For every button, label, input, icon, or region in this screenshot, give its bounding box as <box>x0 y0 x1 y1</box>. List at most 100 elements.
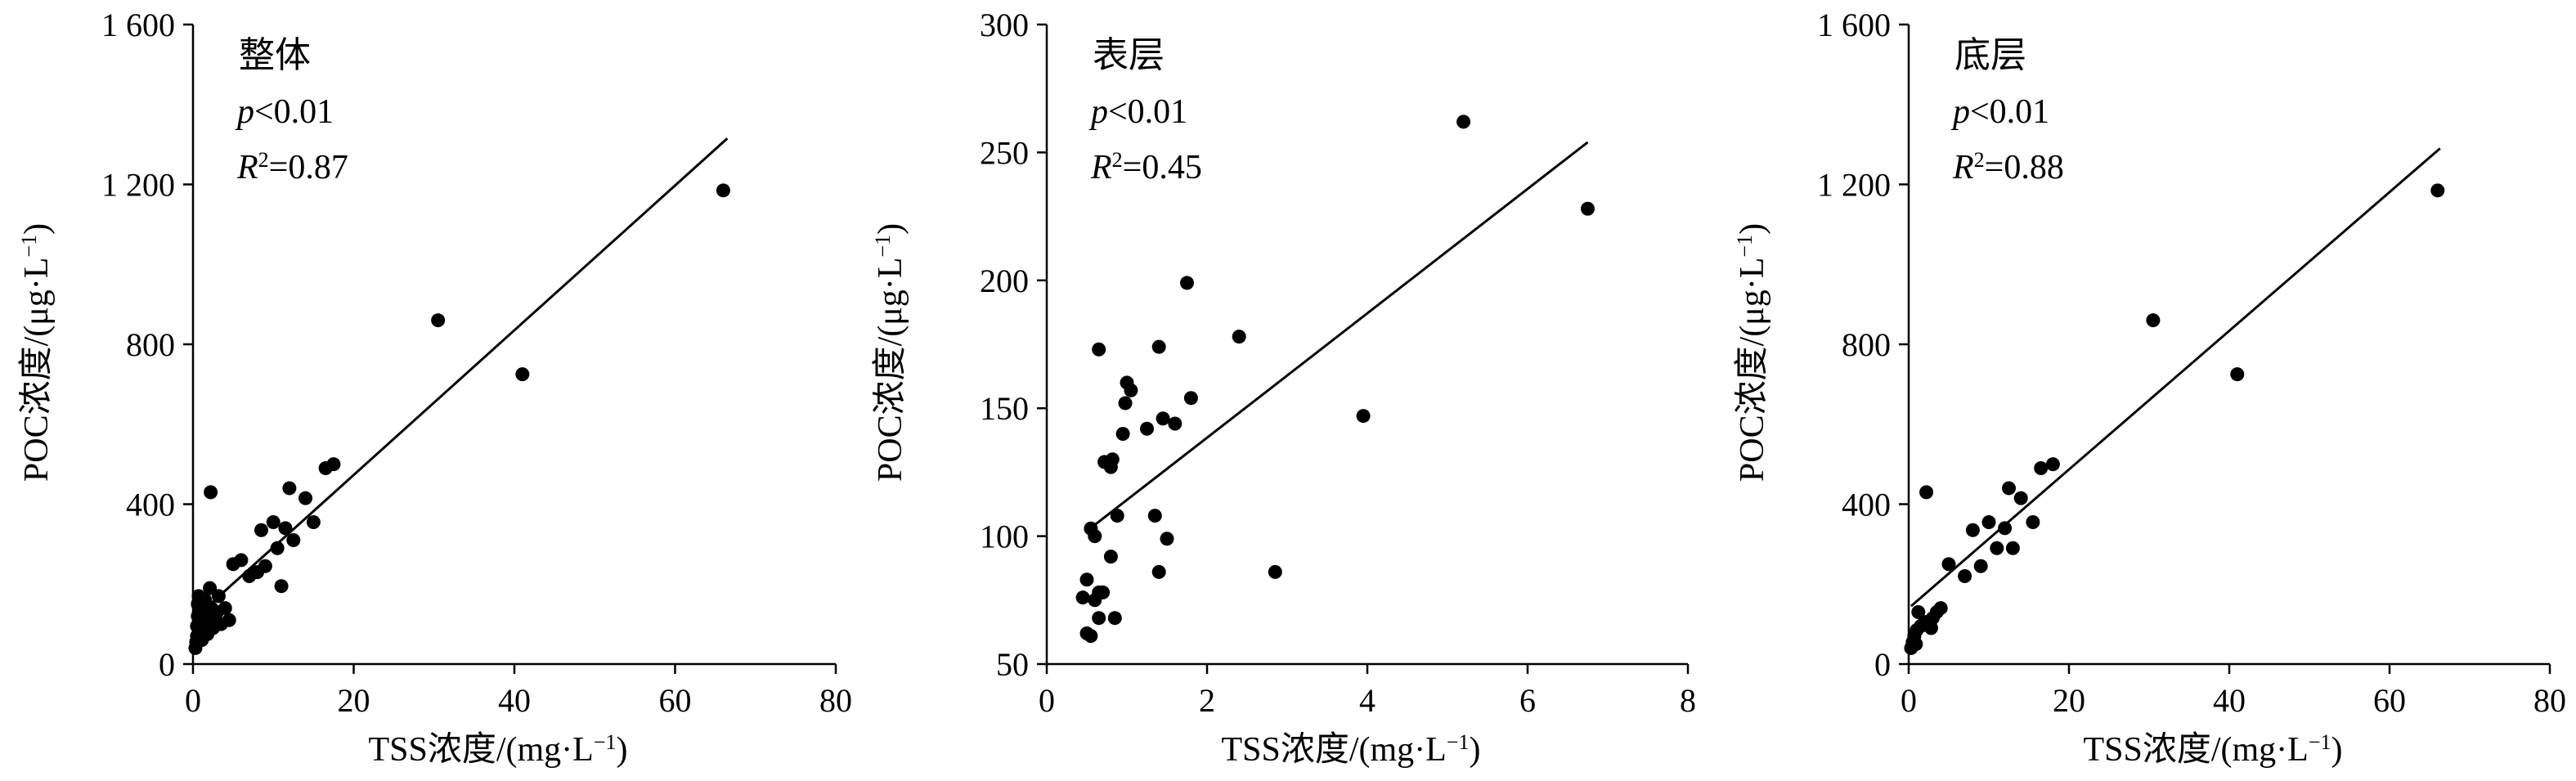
data-point <box>2045 457 2060 472</box>
data-point <box>1183 391 1198 406</box>
r-squared-text: R2=0.88 <box>1952 148 2064 187</box>
x-axis-title: TSS浓度/(mg·L−1) <box>1221 730 1480 770</box>
y-tick-label: 400 <box>126 487 175 523</box>
data-point <box>1105 452 1120 467</box>
p-value-text: p<0.01 <box>1088 93 1187 131</box>
data-point <box>2034 461 2049 476</box>
data-point <box>306 514 321 529</box>
y-axis-title-sup: −1 <box>17 235 41 258</box>
r-squared-text: R2=0.87 <box>236 148 348 187</box>
data-point <box>1998 521 2013 536</box>
data-point <box>2013 491 2028 505</box>
data-point <box>1933 601 1948 616</box>
y-tick-label: 800 <box>126 326 175 363</box>
data-point <box>254 523 269 537</box>
p-symbol: p <box>1950 93 1970 131</box>
r-superscript: 2 <box>1974 148 1985 172</box>
r-squared-value: =0.88 <box>1985 149 2064 186</box>
data-point <box>2146 313 2161 328</box>
data-point <box>278 521 293 536</box>
data-point <box>1110 509 1124 523</box>
y-tick-label: 1 600 <box>1817 7 1891 43</box>
x-tick-label: 8 <box>1680 682 1696 719</box>
data-point <box>218 601 232 616</box>
y-tick-label: 800 <box>1842 326 1891 363</box>
x-tick-label: 0 <box>1901 682 1917 719</box>
data-point <box>1103 550 1118 564</box>
data-point <box>326 457 341 472</box>
p-value: <0.01 <box>254 93 334 131</box>
x-tick-label: 20 <box>2053 682 2085 719</box>
y-axis-title: POC浓度/(μg·L−1) <box>1733 223 1772 482</box>
data-point <box>1456 114 1471 129</box>
x-tick-label: 60 <box>659 682 692 719</box>
x-axis-title-text: TSS浓度/(mg·L <box>368 731 593 769</box>
data-point <box>1115 426 1130 441</box>
y-tick-label: 200 <box>980 263 1029 299</box>
data-point <box>1151 339 1166 354</box>
data-point <box>716 183 730 198</box>
data-point <box>2005 541 2020 555</box>
regression-line <box>1086 141 1589 532</box>
x-axis-title-close: ) <box>1470 731 1481 769</box>
data-point <box>1268 564 1282 579</box>
x-axis-title-close: ) <box>2331 731 2343 769</box>
r-symbol: R <box>236 149 258 186</box>
r-squared-value: =0.45 <box>1123 149 1202 186</box>
data-point <box>222 613 236 627</box>
data-point <box>286 532 301 547</box>
data-point <box>282 481 297 496</box>
y-axis-title-text: POC浓度/(μg·L <box>872 258 909 483</box>
data-point <box>1107 611 1122 626</box>
y-axis-title: POC浓度/(μg·L−1) <box>17 223 56 482</box>
x-tick-label: 6 <box>1519 682 1536 719</box>
x-axis-title: TSS浓度/(mg·L−1) <box>2083 730 2342 770</box>
panel-title: 整体 <box>239 34 311 76</box>
data-point <box>1168 416 1183 431</box>
data-point <box>1941 557 1956 572</box>
x-tick-label: 0 <box>1039 682 1055 719</box>
data-point <box>1118 396 1133 411</box>
data-point <box>1147 509 1162 523</box>
y-axis-title-sup: −1 <box>871 235 895 258</box>
y-axis-title-sup: −1 <box>1733 235 1757 258</box>
x-axis-title: TSS浓度/(mg·L−1) <box>368 730 627 770</box>
data-point <box>1356 409 1371 424</box>
data-point <box>1581 201 1595 216</box>
data-point <box>1151 564 1166 579</box>
y-tick-label: 250 <box>980 134 1029 171</box>
x-tick-label: 60 <box>2373 682 2406 719</box>
x-tick-label: 0 <box>185 682 201 719</box>
data-point <box>515 367 530 382</box>
p-value: <0.01 <box>1970 93 2049 131</box>
data-point <box>211 589 226 604</box>
data-point <box>2430 183 2445 198</box>
data-point <box>1124 383 1138 397</box>
data-point <box>1075 590 1090 605</box>
data-point <box>1911 604 1926 619</box>
data-point <box>1981 514 1996 529</box>
p-value: <0.01 <box>1108 93 1187 131</box>
y-tick-label: 400 <box>1842 487 1891 523</box>
x-axis-title-text: TSS浓度/(mg·L <box>1221 731 1446 769</box>
x-axis-title-text: TSS浓度/(mg·L <box>2083 731 2308 769</box>
data-point <box>1092 342 1106 357</box>
p-value-text: p<0.01 <box>1950 93 2049 131</box>
panel-surface: 50 100 150 200 250 300 0 2 4 6 8 表层 p<0.… <box>871 7 1697 769</box>
x-tick-label: 40 <box>2213 682 2246 719</box>
x-axis-title-sup: −1 <box>594 730 617 754</box>
r-symbol: R <box>1952 149 1974 186</box>
regression-line <box>1910 147 2441 608</box>
y-axis-title-close: ) <box>18 223 56 235</box>
regression-line <box>195 137 729 617</box>
p-symbol: p <box>235 93 254 131</box>
panel-title: 底层 <box>1954 34 2026 76</box>
data-point <box>1140 421 1154 436</box>
y-tick-label: 50 <box>996 646 1029 683</box>
p-value-text: p<0.01 <box>235 93 334 131</box>
y-tick-label: 0 <box>1874 646 1891 683</box>
y-tick-label: 1 600 <box>101 7 175 43</box>
panel-overall: 0 400 800 1 200 1 600 0 20 40 60 80 整体 p… <box>17 7 853 769</box>
x-axis-title-close: ) <box>617 731 628 769</box>
data-point <box>1909 637 1923 652</box>
